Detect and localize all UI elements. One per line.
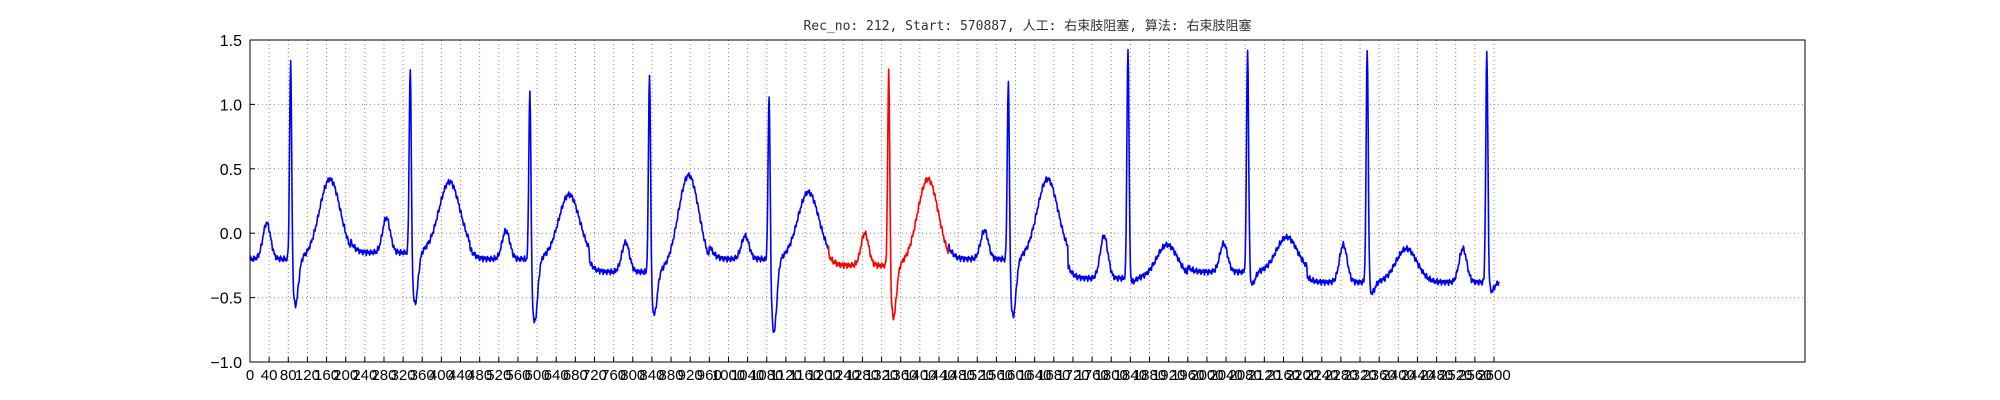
x-tick-label: 1880	[1133, 367, 1166, 384]
x-tick-label: 2320	[1343, 367, 1376, 384]
x-tick-label: 2520	[1439, 367, 1472, 384]
x-tick-label: 2440	[1401, 367, 1434, 384]
x-tick-label: 520	[486, 367, 511, 384]
x-tick-label: 120	[295, 367, 320, 384]
x-tick-label: 400	[429, 367, 454, 384]
x-tick-label: 720	[582, 367, 607, 384]
x-tick-label: 1360	[884, 367, 917, 384]
plot-frame	[249, 39, 1806, 363]
x-tick-label: 920	[678, 367, 703, 384]
x-tick-label: 2360	[1362, 367, 1395, 384]
x-tick-label: 280	[371, 367, 396, 384]
y-tick-label: −0.5	[210, 291, 242, 308]
x-tick-label: 2480	[1420, 367, 1453, 384]
x-tick-label: 1120	[770, 367, 802, 384]
x-tick-label: 1760	[1075, 367, 1108, 384]
x-tick-label: 2120	[1248, 367, 1281, 384]
x-tick-label: 2040	[1209, 367, 1242, 384]
x-tick-label: 680	[563, 367, 588, 384]
chart-title: Rec_no: 212, Start: 570887, 人工: 右束肢阻塞, 算…	[803, 18, 1251, 34]
x-tick-label: 640	[544, 367, 569, 384]
x-tick-label: 1080	[750, 367, 783, 384]
y-axis-ticks: −1.0 −0.5 0.0 0.5 1.0 1.5	[210, 33, 255, 372]
x-tick-label: 800	[620, 367, 645, 384]
x-tick-label: 240	[352, 367, 377, 384]
x-tick-label: 840	[639, 367, 664, 384]
x-tick-label: 1440	[922, 367, 955, 384]
x-tick-label: 1040	[731, 367, 764, 384]
x-tick-label: 1640	[1018, 367, 1051, 384]
x-tick-label: 2160	[1267, 367, 1300, 384]
x-tick-label: 0	[246, 367, 254, 384]
ecg-line	[249, 59, 830, 334]
x-tick-label: 880	[659, 367, 684, 384]
x-tick-label: 2200	[1286, 367, 1319, 384]
x-tick-label: 480	[467, 367, 492, 384]
x-tick-label: 1320	[865, 367, 898, 384]
x-tick-label: 1840	[1114, 367, 1147, 384]
x-tick-label: 960	[697, 367, 722, 384]
x-tick-label: 2240	[1305, 367, 1338, 384]
y-tick-label: 1.5	[220, 33, 242, 50]
grid-lines	[249, 39, 1805, 363]
x-tick-label: 2280	[1324, 367, 1357, 384]
x-tick-label: 1960	[1171, 367, 1204, 384]
x-tick-label: 560	[505, 367, 530, 384]
x-tick-label: 2600	[1477, 367, 1510, 384]
x-tick-label: 1160	[789, 367, 821, 384]
x-tick-label: 440	[448, 367, 473, 384]
x-tick-label: 1400	[903, 367, 936, 384]
x-tick-label: 600	[525, 367, 550, 384]
y-tick-label: −1.0	[210, 355, 242, 372]
x-tick-label: 1520	[961, 367, 994, 384]
y-tick-label: 0.0	[220, 226, 242, 243]
ecg-signal	[249, 48, 1500, 334]
x-tick-label: 40	[261, 367, 278, 384]
x-tick-label: 1280	[846, 367, 879, 384]
x-tick-label: 1600	[999, 367, 1032, 384]
x-tick-label: 1720	[1056, 367, 1089, 384]
x-tick-label: 1800	[1095, 367, 1128, 384]
highlighted-beat-line	[827, 68, 950, 321]
x-tick-label: 2400	[1382, 367, 1415, 384]
x-tick-label: 760	[601, 367, 626, 384]
x-tick-label: 320	[391, 367, 416, 384]
x-tick-label: 1480	[941, 367, 974, 384]
x-tick-label: 80	[280, 367, 297, 384]
x-tick-label: 1560	[980, 367, 1013, 384]
x-tick-label: 1240	[827, 367, 860, 384]
x-tick-label: 2080	[1229, 367, 1262, 384]
x-tick-label: 1200	[807, 367, 840, 384]
ecg-line	[947, 48, 1500, 319]
x-tick-label: 2560	[1458, 367, 1491, 384]
x-tick-label: 200	[333, 367, 358, 384]
x-tick-label: 1680	[1037, 367, 1070, 384]
x-axis-ticks: 0 40 8012016020024028032036040044048052056…	[246, 357, 1511, 384]
x-tick-label: 1000	[712, 367, 745, 384]
y-tick-label: 0.5	[220, 162, 242, 179]
x-tick-label: 1920	[1152, 367, 1185, 384]
x-tick-label: 360	[410, 367, 435, 384]
x-tick-label: 2000	[1190, 367, 1223, 384]
y-tick-label: 1.0	[220, 97, 242, 114]
x-tick-label: 160	[314, 367, 339, 384]
